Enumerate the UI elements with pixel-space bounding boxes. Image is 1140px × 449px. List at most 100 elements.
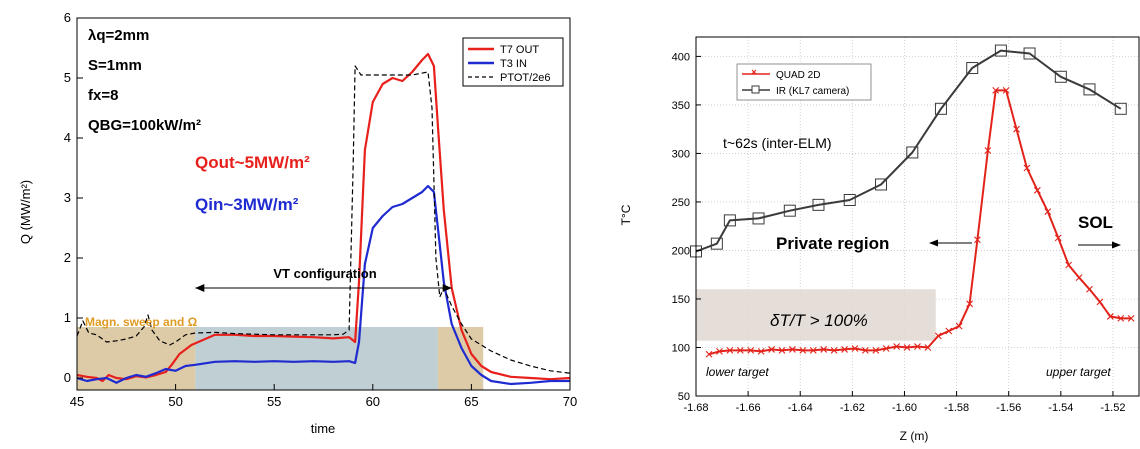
y-tick-label-3: 200 <box>672 245 690 257</box>
legend-marker-quad <box>751 69 757 75</box>
x-tick-label-0: 45 <box>70 394 84 409</box>
point-quad-10 <box>809 347 817 354</box>
legend-label-ir: IR (KL7 camera) <box>776 86 849 97</box>
q-out-annotation: Qout~5MW/m² <box>195 153 310 172</box>
left-y-axis-label: Q (MW/m²) <box>18 180 33 244</box>
point-ir-3 <box>752 212 765 225</box>
point-quad-6 <box>768 346 775 353</box>
right-chart: -1.68 -1.66 -1.64 -1.62 -1.60 -1.58 -1.56 -1.54… <box>619 36 1140 443</box>
point-quad-15 <box>861 347 869 354</box>
right-shaded-box <box>696 289 936 341</box>
left-series <box>76 52 571 386</box>
delta-t-box <box>696 289 936 341</box>
private-region-arrow <box>929 239 972 247</box>
private-arrow-head <box>929 239 938 247</box>
y-tick-label-5: 5 <box>64 70 71 85</box>
vt-arrow-head-left <box>195 284 205 292</box>
point-ir-2 <box>723 214 736 227</box>
point-ir-9 <box>934 102 947 115</box>
x-tick-label-0: -1.68 <box>683 402 708 414</box>
sweep-label: Magn. sweep and Ω <box>85 315 198 329</box>
point-quad-16 <box>872 347 880 354</box>
x-tick-label-5: 70 <box>563 394 577 409</box>
point-quad-37 <box>1086 285 1093 293</box>
point-ir-5 <box>812 198 825 211</box>
y-tick-label-4: 4 <box>64 130 71 145</box>
legend-label-t3: T3 IN <box>500 58 527 70</box>
point-quad-2 <box>726 347 734 354</box>
private-region-label: Private region <box>776 234 889 253</box>
point-ir-10 <box>966 62 979 75</box>
point-ir-6 <box>843 194 856 207</box>
time-annotation: t~62s (inter-ELM) <box>723 135 832 151</box>
left-legend: T7 OUT T3 IN PTOT/2e6 <box>462 37 564 87</box>
x-tick-label-2: -1.64 <box>788 402 813 414</box>
sol-arrow-head <box>1112 241 1121 249</box>
point-quad-1 <box>716 347 723 355</box>
sol-arrow <box>1078 241 1121 249</box>
point-quad-28 <box>992 86 1000 94</box>
x-tick-label-4: -1.60 <box>892 402 917 414</box>
point-quad-18 <box>893 343 901 350</box>
series-line-2 <box>76 65 571 374</box>
point-quad-38 <box>1096 298 1104 306</box>
point-quad-22 <box>934 332 942 340</box>
point-quad-25 <box>966 300 974 308</box>
x-tick-label-5: -1.58 <box>944 402 969 414</box>
y-tick-label-3: 3 <box>64 190 71 205</box>
y-tick-label-2: 2 <box>64 250 71 265</box>
point-quad-20 <box>914 343 921 350</box>
vt-config-arrow <box>195 284 452 292</box>
point-quad-3 <box>736 347 744 354</box>
x-tick-label-3: 60 <box>366 394 380 409</box>
right-plot-frame <box>695 36 1140 397</box>
point-quad-39 <box>1106 313 1114 320</box>
x-tick-label-7: -1.54 <box>1048 402 1073 414</box>
point-quad-34 <box>1054 234 1062 242</box>
x-tick-label-6: -1.56 <box>996 402 1021 414</box>
point-ir-13 <box>1054 70 1067 83</box>
right-y-axis-label: T°C <box>619 204 633 225</box>
point-quad-26 <box>974 236 981 244</box>
point-quad-27 <box>984 147 992 154</box>
param-qbg: QBG=100kW/m² <box>88 117 201 134</box>
right-series <box>690 44 1135 358</box>
y-tick-label-0: 50 <box>678 391 690 403</box>
point-quad-8 <box>789 346 796 353</box>
x-tick-label-1: 50 <box>168 394 182 409</box>
legend-label-ptot: PTOT/2e6 <box>500 72 551 84</box>
point-ir-11 <box>994 44 1007 57</box>
y-tick-label-4: 250 <box>672 197 690 209</box>
right-legend-box <box>736 63 872 101</box>
point-ir-1 <box>710 237 723 250</box>
point-quad-32 <box>1033 186 1041 194</box>
y-tick-label-0: 0 <box>64 370 71 385</box>
point-quad-17 <box>882 345 890 352</box>
point-ir-14 <box>1083 83 1096 96</box>
y-tick-label-1: 100 <box>672 342 690 354</box>
series-line-0 <box>695 49 1122 253</box>
point-quad-31 <box>1023 164 1031 172</box>
point-quad-0 <box>705 350 713 358</box>
legend-label-quad: QUAD 2D <box>776 70 820 81</box>
point-quad-36 <box>1075 274 1083 282</box>
vt-arrow-head-right <box>442 284 452 292</box>
point-quad-11 <box>820 346 828 353</box>
left-params: λq=2mm S=1mm fx=8 QBG=100kW/m² <box>88 27 201 134</box>
y-tick-label-1: 1 <box>64 310 71 325</box>
left-x-axis-label: time <box>311 421 336 436</box>
point-ir-7 <box>875 178 888 191</box>
right-ticks: -1.68 -1.66 -1.64 -1.62 -1.60 -1.58 -1.56 -1.54… <box>672 51 1126 414</box>
series-line-1 <box>708 89 1132 356</box>
point-quad-41 <box>1127 314 1135 322</box>
point-quad-5 <box>757 347 765 355</box>
point-quad-7 <box>778 347 786 354</box>
series-line-1 <box>76 184 570 386</box>
point-quad-35 <box>1065 261 1073 269</box>
y-tick-label-6: 350 <box>672 100 690 112</box>
param-lambda: λq=2mm <box>88 27 149 44</box>
param-s: S=1mm <box>88 57 142 74</box>
point-ir-8 <box>906 146 919 159</box>
